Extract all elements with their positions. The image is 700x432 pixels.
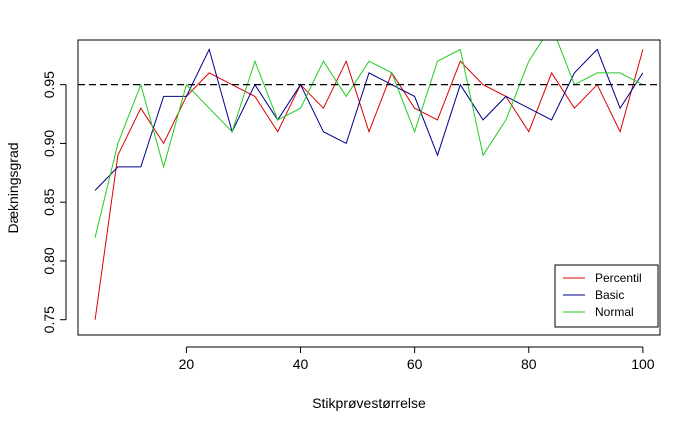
legend-label-percentil: Percentil [595, 271, 642, 285]
series-line-basic [94, 47, 644, 191]
y-tick-label: 0.80 [41, 247, 57, 274]
y-tick-label: 0.90 [41, 130, 57, 157]
legend-box [554, 264, 659, 328]
x-tick-label: 40 [293, 356, 309, 372]
x-tick-label: 100 [631, 356, 655, 372]
x-axis-title: Stikprøvestørrelse [312, 395, 426, 411]
plot-frame [77, 39, 661, 336]
y-tick-label: 0.75 [41, 306, 57, 333]
y-axis: 0.75 0.80 0.85 0.90 0.95 [41, 71, 67, 333]
series-line-normal [94, 40, 644, 238]
legend-label-normal: Normal [595, 305, 634, 319]
x-tick-label: 80 [521, 356, 537, 372]
y-tick-label: 0.85 [41, 188, 57, 215]
legend: Percentil Basic Normal [554, 264, 659, 328]
x-tick-label: 60 [407, 356, 423, 372]
y-axis-title: Dækningsgrad [5, 142, 21, 233]
series-layer [94, 40, 644, 320]
x-tick-label: 20 [179, 356, 195, 372]
legend-label-basic: Basic [595, 288, 624, 302]
x-axis: 20 40 60 80 100 [179, 346, 655, 372]
y-tick-label: 0.95 [41, 71, 57, 98]
